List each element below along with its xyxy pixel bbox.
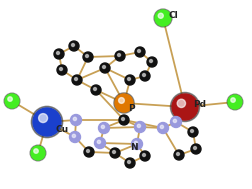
Circle shape	[71, 43, 74, 46]
Circle shape	[153, 9, 171, 27]
Circle shape	[227, 95, 241, 109]
Circle shape	[70, 115, 81, 125]
Circle shape	[127, 160, 130, 163]
Circle shape	[69, 132, 80, 143]
Circle shape	[117, 53, 120, 57]
Circle shape	[170, 92, 199, 122]
Circle shape	[173, 119, 176, 122]
Circle shape	[160, 125, 163, 129]
Circle shape	[69, 41, 79, 51]
Text: N: N	[130, 143, 137, 153]
Circle shape	[142, 74, 145, 77]
Circle shape	[5, 94, 19, 108]
Circle shape	[118, 115, 129, 125]
Circle shape	[190, 144, 200, 154]
Circle shape	[86, 149, 89, 153]
Circle shape	[112, 150, 115, 153]
Circle shape	[33, 108, 61, 136]
Circle shape	[157, 122, 168, 133]
Circle shape	[193, 146, 196, 149]
Circle shape	[101, 125, 104, 129]
Circle shape	[230, 98, 234, 102]
Circle shape	[85, 54, 88, 57]
Circle shape	[124, 75, 135, 85]
Circle shape	[124, 158, 135, 168]
Circle shape	[173, 150, 183, 160]
Circle shape	[115, 94, 133, 112]
Circle shape	[131, 139, 142, 149]
Circle shape	[110, 148, 119, 158]
Circle shape	[146, 57, 156, 67]
Circle shape	[113, 93, 134, 113]
Circle shape	[226, 94, 242, 110]
Circle shape	[121, 118, 124, 121]
Circle shape	[127, 77, 130, 81]
Circle shape	[56, 51, 59, 54]
Circle shape	[8, 97, 12, 101]
Circle shape	[135, 47, 144, 57]
Circle shape	[57, 65, 67, 75]
Circle shape	[84, 147, 94, 157]
Circle shape	[137, 50, 140, 53]
Circle shape	[30, 145, 46, 161]
Circle shape	[176, 99, 185, 108]
Text: Cl: Cl	[168, 12, 178, 20]
Circle shape	[118, 98, 124, 103]
Circle shape	[176, 153, 179, 156]
Circle shape	[149, 60, 152, 63]
Circle shape	[31, 146, 45, 160]
Circle shape	[93, 88, 96, 91]
Circle shape	[190, 129, 193, 132]
Circle shape	[139, 71, 149, 81]
Circle shape	[187, 127, 197, 137]
Circle shape	[72, 134, 75, 138]
Circle shape	[102, 66, 105, 68]
Circle shape	[72, 75, 82, 85]
Circle shape	[54, 49, 64, 59]
Circle shape	[100, 63, 110, 73]
Circle shape	[134, 122, 145, 132]
Text: Pd: Pd	[192, 101, 205, 109]
Circle shape	[134, 141, 137, 145]
Circle shape	[31, 106, 62, 138]
Circle shape	[91, 85, 101, 95]
Circle shape	[83, 52, 93, 62]
Circle shape	[73, 117, 76, 121]
Circle shape	[59, 67, 62, 70]
Circle shape	[158, 13, 163, 18]
Circle shape	[97, 140, 100, 144]
Circle shape	[94, 138, 105, 149]
Circle shape	[74, 77, 77, 81]
Text: P: P	[128, 105, 134, 114]
Circle shape	[154, 10, 170, 26]
Circle shape	[171, 94, 197, 120]
Circle shape	[170, 116, 181, 128]
Circle shape	[98, 122, 109, 133]
Circle shape	[139, 151, 149, 161]
Circle shape	[115, 51, 124, 61]
Text: Cu: Cu	[56, 125, 69, 135]
Circle shape	[4, 93, 20, 109]
Circle shape	[142, 153, 145, 156]
Circle shape	[39, 114, 47, 122]
Circle shape	[137, 124, 140, 128]
Circle shape	[34, 149, 38, 153]
